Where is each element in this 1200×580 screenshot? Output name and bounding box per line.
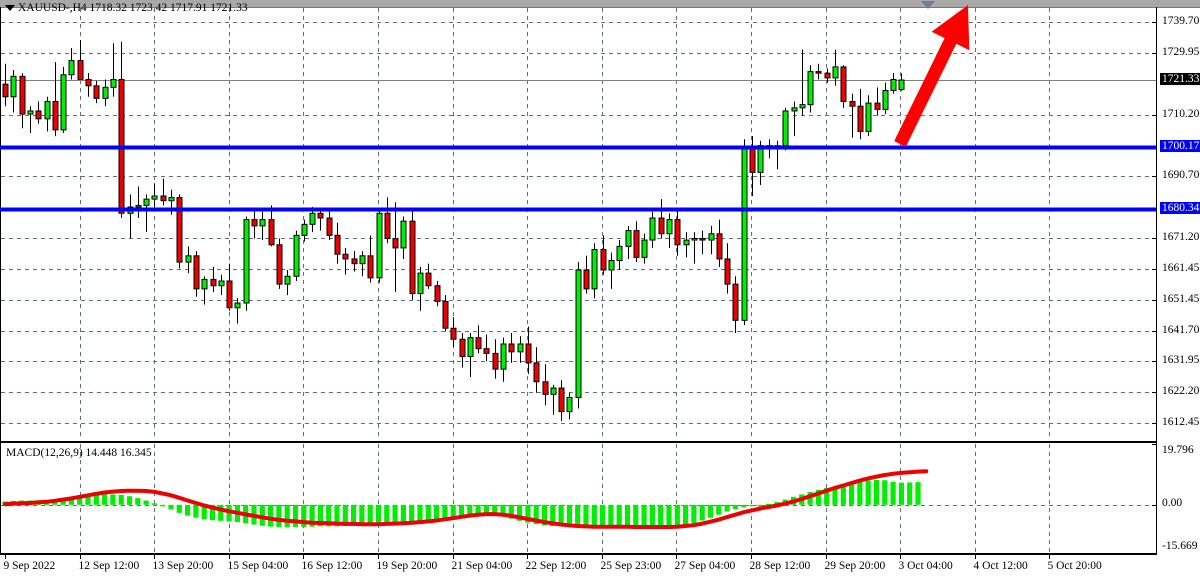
time-axis-tick-label: 28 Sep 12:00 (749, 560, 811, 572)
time-axis-tick-label: 4 Oct 12:00 (973, 560, 1028, 572)
macd-axis-tick-label: -15.669 (1162, 540, 1198, 552)
time-axis-tick-label: 12 Sep 12:00 (78, 560, 140, 572)
macd-zero-line (1, 444, 1156, 554)
candlestick-series (2, 40, 905, 422)
time-axis-tick-label: 9 Sep 2022 (3, 560, 56, 572)
support-resistance-lines[interactable] (0, 145, 1156, 212)
time-axis-tick-label: 19 Sep 20:00 (376, 560, 438, 572)
price-axis-tick-label: 1729.95 (1162, 45, 1200, 58)
macd-vertical-gridlines (5, 444, 1050, 559)
macd-axis-tick-label: 0.00 (1162, 496, 1183, 509)
price-axis-tick-label: 1641.70 (1162, 323, 1200, 336)
price-axis-tick-label: 1690.70 (1162, 168, 1200, 181)
time-axis-tick-label: 16 Sep 12:00 (301, 560, 363, 572)
macd-axis-tick-label: 19.796 (1162, 444, 1194, 456)
time-axis-line (0, 554, 1157, 555)
price-axis-tick-label: 1739.70 (1162, 14, 1200, 27)
crosshair-marker-icon (921, 1, 935, 9)
time-axis-tick-label: 5 Oct 20:00 (1047, 560, 1102, 572)
price-level-label: 1680.34 (1160, 201, 1200, 214)
symbol-ohlc-label: XAUUSD-,H4 1718.32 1723.42 1717.91 1721.… (18, 2, 248, 14)
time-axis-tick-label: 15 Sep 04:00 (227, 560, 289, 572)
vertical-gridlines (80, 8, 1050, 440)
chevron-down-icon[interactable] (5, 5, 15, 11)
window-topbar (0, 0, 1200, 8)
price-axis-tick-label: 1631.95 (1162, 353, 1200, 366)
price-level-label: 1700.17 (1160, 139, 1200, 152)
time-axis-tick-label: 29 Sep 20:00 (824, 560, 886, 572)
price-axis-tick-label: 1622.20 (1162, 384, 1200, 397)
time-axis-tick-label: 22 Sep 12:00 (525, 560, 587, 572)
time-axis-tick-label: 13 Sep 20:00 (152, 560, 214, 572)
price-axis-tick-label: 1612.45 (1162, 415, 1200, 428)
price-axis-tick-label: 1661.45 (1162, 261, 1200, 274)
price-axis-tick-label: 1710.20 (1162, 107, 1200, 120)
time-axis-tick-label: 21 Sep 04:00 (451, 560, 513, 572)
macd-histogram (2, 479, 921, 528)
last-price-label: 1721.33 (1160, 72, 1200, 85)
pane-separator (0, 441, 1157, 443)
macd-indicator-label: MACD(12,26,9) 14.448 16.345 (6, 447, 152, 459)
bullish-trend-arrow[interactable] (894, 5, 970, 147)
time-axis-tick-label: 25 Sep 23:00 (600, 560, 662, 572)
time-axis-tick-label: 3 Oct 04:00 (898, 560, 953, 572)
price-axis-tick-label: 1671.20 (1162, 230, 1200, 243)
macd-signal-line (3, 469, 929, 529)
price-axis-line (1156, 7, 1157, 554)
time-axis-tick-label: 27 Sep 04:00 (674, 560, 736, 572)
price-axis-tick-label: 1651.45 (1162, 292, 1200, 305)
